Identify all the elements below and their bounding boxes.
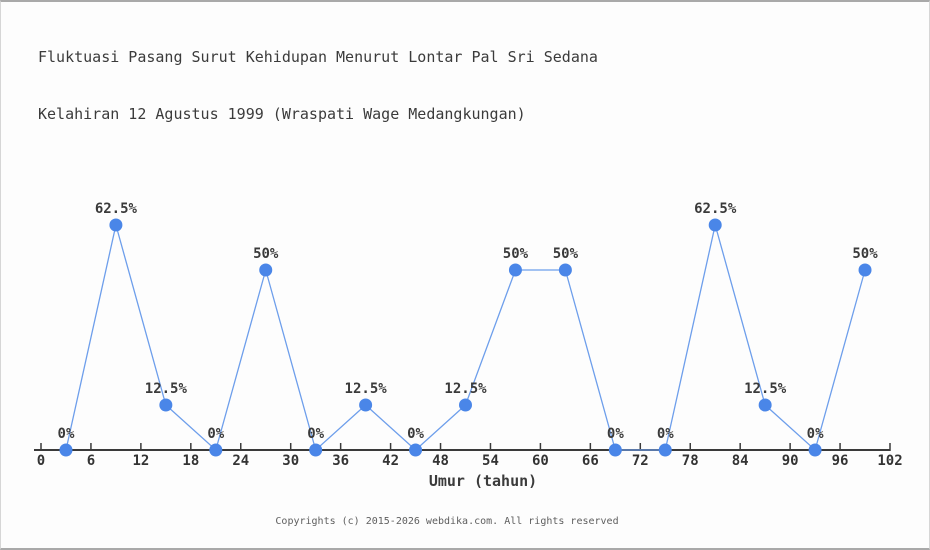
x-axis-tick-label: 36 <box>332 453 349 469</box>
data-point-marker <box>59 443 73 457</box>
chart-title: Fluktuasi Pasang Surut Kehidupan Menurut… <box>38 10 598 162</box>
data-point-label: 62.5% <box>95 201 138 217</box>
x-axis-tick-label: 30 <box>282 453 299 469</box>
data-point-label: 0% <box>307 426 324 442</box>
data-point-label: 62.5% <box>694 201 737 217</box>
x-axis-tick-label: 66 <box>582 453 599 469</box>
x-axis-tick-label: 84 <box>732 453 749 469</box>
x-axis-tick-label: 12 <box>132 453 149 469</box>
x-axis-tick-label: 102 <box>877 453 902 469</box>
data-point-marker <box>259 263 273 277</box>
x-axis-tick-label: 24 <box>232 453 249 469</box>
x-axis-tick-label: 54 <box>482 453 499 469</box>
data-point-marker <box>808 443 822 457</box>
data-point-label: 50% <box>253 246 279 262</box>
x-axis-tick-label: 48 <box>432 453 449 469</box>
data-point-label: 50% <box>503 246 529 262</box>
x-axis-tick-label: 90 <box>782 453 799 469</box>
data-point-marker <box>359 398 373 412</box>
data-point-label: 12.5% <box>345 381 388 397</box>
data-point-marker <box>309 443 323 457</box>
x-axis-tick-label: 6 <box>87 453 95 469</box>
data-point-label: 0% <box>657 426 674 442</box>
data-point-marker <box>858 263 872 277</box>
x-axis-tick-label: 72 <box>632 453 649 469</box>
x-axis-tick-label: 18 <box>182 453 199 469</box>
data-point-marker <box>209 443 223 457</box>
data-point-marker <box>758 398 772 412</box>
data-point-label: 0% <box>407 426 424 442</box>
data-point-label: 12.5% <box>145 381 188 397</box>
data-point-marker <box>409 443 423 457</box>
data-point-marker <box>459 398 472 412</box>
data-line <box>65 224 866 452</box>
data-point-marker <box>109 218 123 232</box>
data-point-label: 12.5% <box>744 381 787 397</box>
data-point-marker <box>159 398 173 412</box>
chart-title-line2: Kelahiran 12 Agustus 1999 (Wraspati Wage… <box>38 105 526 123</box>
x-axis-tick-label: 0 <box>37 453 45 469</box>
data-point-label: 12.5% <box>444 381 487 397</box>
x-axis-title: Umur (tahun) <box>428 472 538 490</box>
chart-title-line1: Fluktuasi Pasang Surut Kehidupan Menurut… <box>38 48 598 66</box>
data-point-label: 50% <box>852 246 878 262</box>
data-point-label: 0% <box>207 426 224 442</box>
data-point-marker <box>658 443 672 457</box>
data-point-marker <box>508 263 522 277</box>
copyright-text: Copyrights (c) 2015-2026 webdika.com. Al… <box>275 516 619 527</box>
x-axis-tick-label: 42 <box>382 453 399 469</box>
data-point-marker <box>608 443 622 457</box>
data-point-label: 0% <box>807 426 824 442</box>
data-point-marker <box>558 263 572 277</box>
data-point-label: 0% <box>607 426 624 442</box>
data-point-label: 0% <box>58 426 75 442</box>
data-point-label: 50% <box>553 246 579 262</box>
x-axis-tick-label: 78 <box>682 453 699 469</box>
x-axis-tick-label: 60 <box>532 453 549 469</box>
data-point-marker <box>708 218 722 232</box>
x-axis-tick-label: 96 <box>832 453 849 469</box>
